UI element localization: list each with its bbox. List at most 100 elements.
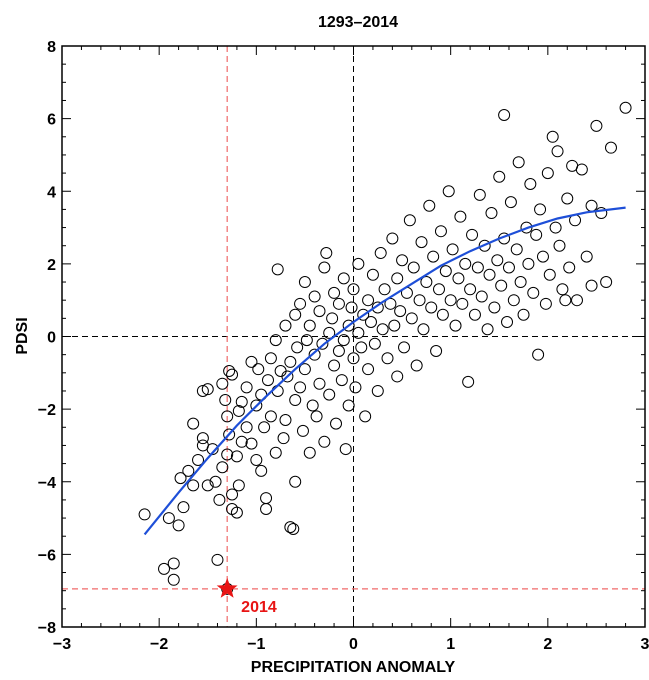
data-point	[289, 394, 302, 407]
data-point	[532, 348, 545, 361]
data-point	[328, 359, 341, 372]
data-point	[300, 334, 313, 347]
data-point	[223, 428, 236, 441]
data-point	[371, 384, 384, 397]
data-point	[478, 239, 491, 252]
data-point	[261, 374, 274, 387]
data-point	[313, 377, 326, 390]
data-point	[291, 341, 304, 354]
fit-curve	[143, 206, 626, 536]
data-point	[536, 250, 549, 263]
data-point	[289, 475, 302, 488]
data-point	[250, 453, 263, 466]
data-point	[543, 268, 556, 281]
x-tick-label: 0	[349, 636, 358, 653]
y-tick-label: −4	[38, 475, 56, 492]
data-point	[485, 207, 498, 220]
data-point	[546, 130, 559, 143]
data-point	[352, 257, 365, 270]
data-point	[590, 119, 603, 132]
data-point	[138, 508, 151, 521]
data-point	[230, 450, 243, 463]
data-point	[471, 261, 484, 274]
data-point	[381, 352, 394, 365]
data-point	[303, 446, 316, 459]
data-point	[539, 297, 552, 310]
data-point	[559, 294, 572, 307]
marks-layer: 2014	[62, 46, 645, 627]
chart-title: 1293–2014	[318, 14, 398, 31]
highlight-label: 2014	[241, 599, 277, 616]
data-point	[517, 308, 530, 321]
data-point	[235, 395, 248, 408]
data-point	[339, 443, 352, 456]
data-point	[502, 261, 515, 274]
data-point	[345, 301, 358, 314]
data-point	[439, 265, 452, 278]
data-point	[196, 432, 209, 445]
data-point	[250, 399, 263, 412]
data-point	[430, 345, 443, 358]
data-point	[211, 553, 224, 566]
data-point	[221, 448, 234, 461]
data-point	[374, 246, 387, 259]
data-point	[575, 163, 588, 176]
y-tick-label: −8	[38, 620, 56, 637]
data-point	[619, 101, 632, 114]
data-point	[187, 417, 200, 430]
data-point	[491, 254, 504, 267]
data-point	[172, 519, 185, 532]
data-point	[318, 261, 331, 274]
data-point	[342, 399, 355, 412]
data-point	[240, 421, 253, 434]
data-point	[357, 308, 370, 321]
data-point	[326, 312, 339, 325]
data-point	[585, 199, 598, 212]
data-point	[396, 254, 409, 267]
data-point	[362, 294, 375, 307]
data-point	[260, 492, 273, 505]
data-point	[585, 279, 598, 292]
x-tick-label: −2	[150, 636, 168, 653]
data-point	[232, 404, 245, 417]
data-point	[281, 370, 294, 383]
data-point	[462, 375, 475, 388]
data-point	[600, 276, 613, 289]
data-point	[335, 374, 348, 387]
data-point	[308, 348, 321, 361]
data-point	[488, 301, 501, 314]
y-tick-label: 6	[47, 112, 56, 129]
data-point	[177, 501, 190, 514]
data-point	[226, 368, 239, 381]
data-point	[514, 276, 527, 289]
data-point	[167, 573, 180, 586]
data-point	[167, 557, 180, 570]
data-point	[347, 352, 360, 365]
data-point	[303, 319, 316, 332]
data-point	[201, 479, 214, 492]
data-point	[221, 410, 234, 423]
data-point	[330, 417, 343, 430]
data-point	[527, 286, 540, 299]
data-point	[425, 301, 438, 314]
data-point	[524, 177, 537, 190]
data-point	[269, 334, 282, 347]
data-point	[294, 297, 307, 310]
data-point	[481, 323, 494, 336]
data-point	[475, 290, 488, 303]
data-point	[466, 228, 479, 241]
data-point	[501, 315, 514, 328]
data-point	[328, 286, 341, 299]
data-point	[468, 308, 481, 321]
data-point	[226, 488, 239, 501]
data-point	[403, 214, 416, 227]
data-point	[434, 225, 447, 238]
data-point	[289, 308, 302, 321]
data-point	[386, 232, 399, 245]
data-point	[366, 268, 379, 281]
data-point	[347, 283, 360, 296]
data-point	[226, 502, 239, 515]
data-point	[413, 294, 426, 307]
data-point	[287, 522, 300, 535]
data-point	[459, 257, 472, 270]
